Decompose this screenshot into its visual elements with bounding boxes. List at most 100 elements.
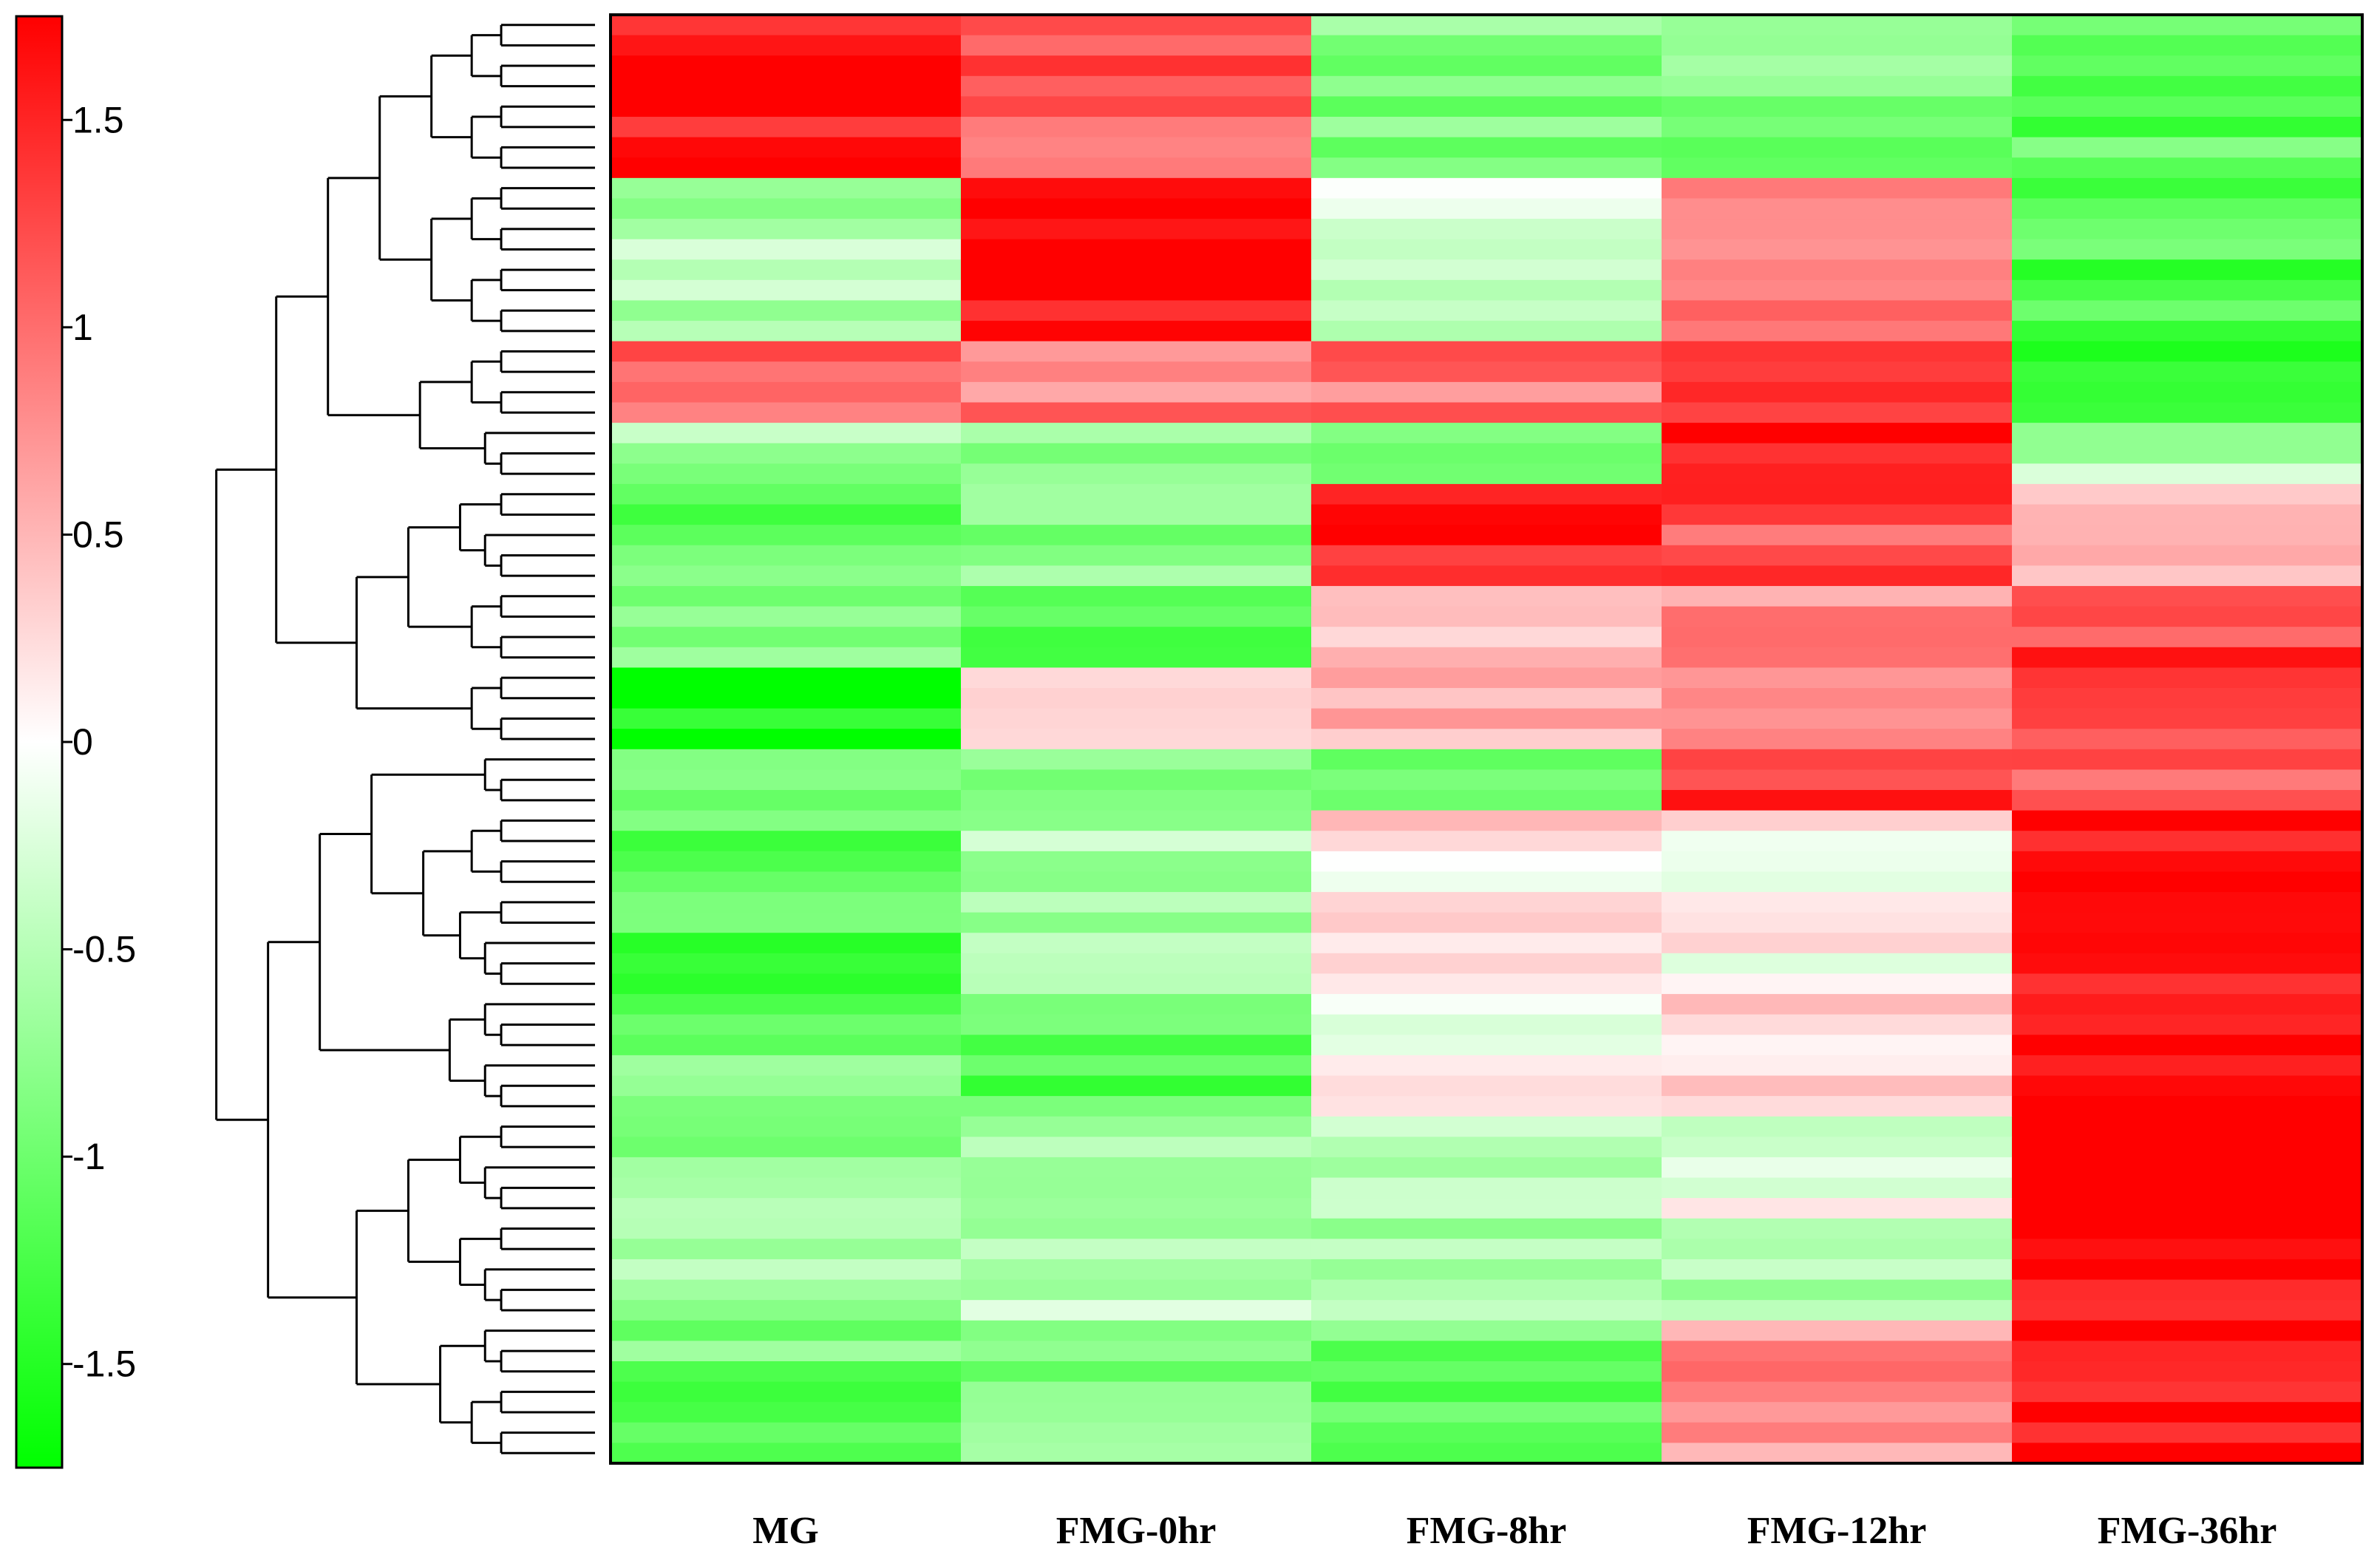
heatmap-cell [2012,423,2363,444]
heatmap-cell [961,769,1312,791]
heatmap-cell [1662,1300,2013,1321]
heatmap-cell [1662,810,2013,831]
heatmap-cell [961,1239,1312,1260]
heatmap-cell [2012,1259,2363,1281]
heatmap-cell [1662,381,2013,403]
heatmap-cell [1662,565,2013,587]
heatmap-cell [961,1381,1312,1403]
heatmap-cell [961,443,1312,464]
heatmap-cell [1662,1137,2013,1158]
heatmap-cell [1662,321,2013,342]
heatmap-cell [2012,1320,2363,1341]
heatmap-cell [961,1422,1312,1443]
heatmap-cell [1662,953,2013,975]
heatmap-cell [1662,831,2013,852]
heatmap-cell [2012,1300,2363,1321]
heatmap-cell [1662,1341,2013,1362]
heatmap-cell [1311,647,1662,668]
heatmap-cell [1311,687,1662,709]
heatmap-cell [611,279,962,302]
heatmap-cell [611,687,962,709]
heatmap-cell [2012,1096,2363,1117]
heatmap-cell [1311,565,1662,587]
heatmap-cell [1662,157,2013,179]
heatmap-cell [611,953,962,975]
heatmap-cell [611,1361,962,1383]
column-labels: MG FMG-0hr FMG-8hr FMG-12hr FMG-36hr [752,1510,2277,1552]
heatmap-cell [611,35,962,56]
heatmap-cell [611,1035,962,1056]
heatmap-cell [611,851,962,873]
heatmap-cell [1311,1096,1662,1117]
color-bar-tick-label: 0.5 [72,514,124,555]
heatmap-cell [1662,35,2013,56]
heatmap-cell [1662,1361,2013,1383]
heatmap-cell [2012,1075,2363,1097]
heatmap-cell [1311,361,1662,383]
heatmap-cell [611,1443,962,1464]
heatmap-cell [611,402,962,423]
heatmap-cell [611,565,962,587]
heatmap-cell [1311,871,1662,893]
heatmap-cell [961,1055,1312,1077]
heatmap-cell [961,157,1312,179]
heatmap-cell [1662,545,2013,566]
heatmap-cells [611,15,2363,1464]
heatmap-cell [611,1075,962,1097]
heatmap-cell [1662,198,2013,219]
heatmap-cell [1662,15,2013,36]
heatmap-cell [961,585,1312,607]
heatmap-cell [1662,585,2013,607]
heatmap-cell [1662,687,2013,709]
heatmap-cell [1662,117,2013,138]
heatmap-cell [611,1422,962,1443]
heatmap-cell [1311,1279,1662,1301]
heatmap-cell [1311,1300,1662,1321]
column-label: FMG-36hr [2098,1510,2277,1552]
heatmap-cell [2012,790,2363,811]
heatmap-cell [1662,1381,2013,1403]
heatmap-cell [1311,810,1662,831]
heatmap-cell [611,831,962,852]
heatmap-cell [961,606,1312,627]
heatmap-cell [1662,55,2013,77]
heatmap-cell [2012,402,2363,423]
heatmap-cell [611,219,962,240]
heatmap-cell [611,443,962,464]
heatmap-cell [611,1157,962,1179]
heatmap-cell [961,463,1312,485]
heatmap-cell [2012,953,2363,975]
heatmap-cell [961,1300,1312,1321]
heatmap-cell [611,810,962,831]
heatmap-cell [961,402,1312,423]
heatmap-cell [1662,483,2013,505]
heatmap-cell [961,55,1312,77]
heatmap-cell [611,239,962,260]
color-bar-tick-label: -1 [72,1136,105,1177]
heatmap-cell [1311,953,1662,975]
heatmap-cell [611,1381,962,1403]
heatmap-cell [2012,1198,2363,1219]
heatmap-cell [1662,75,2013,98]
heatmap-cell [1311,1177,1662,1199]
heatmap-cell [611,749,962,771]
heatmap-cell [2012,1422,2363,1443]
heatmap-cell [611,361,962,383]
heatmap-cell [1662,729,2013,750]
heatmap-cell [1662,1259,2013,1281]
heatmap-cell [1311,504,1662,525]
heatmap-cell [961,259,1312,281]
heatmap-cell [961,565,1312,587]
heatmap-cell [961,1443,1312,1464]
heatmap-cell [611,667,962,689]
heatmap-cell [961,381,1312,403]
heatmap-cell [2012,749,2363,771]
heatmap-cell [1311,1157,1662,1179]
heatmap-cell [611,892,962,913]
heatmap-cell [2012,831,2363,852]
heatmap-cell [611,1279,962,1301]
heatmap-cell [1311,585,1662,607]
heatmap-cell [1311,75,1662,98]
heatmap-cell [611,1116,962,1137]
heatmap-cell [2012,1279,2363,1301]
